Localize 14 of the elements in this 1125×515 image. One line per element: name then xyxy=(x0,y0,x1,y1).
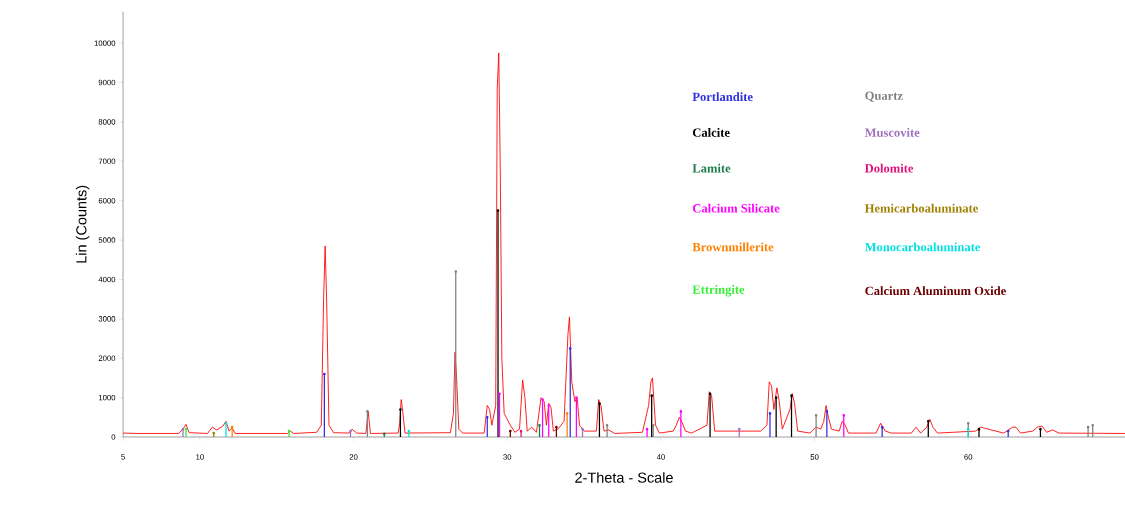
text: Hemicarboaluminate xyxy=(864,203,978,213)
text: Dolomite xyxy=(864,163,914,173)
text: Calcium Silicate xyxy=(692,203,780,213)
text: Brownmillerite xyxy=(692,242,774,252)
text: Calcite xyxy=(692,128,730,138)
text: Monocarboaluminate xyxy=(864,242,981,252)
x-axis-title: 2-Theta - Scale xyxy=(575,472,673,484)
text: Lamite xyxy=(692,163,731,173)
text: Portlandite xyxy=(692,92,753,102)
text: Calcium Aluminum Oxide xyxy=(865,286,1006,296)
text: Quartz xyxy=(865,91,903,103)
y-axis-title: Lin (Counts) xyxy=(75,186,90,263)
text: Ettringite xyxy=(692,285,745,297)
text: Muscovite xyxy=(864,128,920,138)
